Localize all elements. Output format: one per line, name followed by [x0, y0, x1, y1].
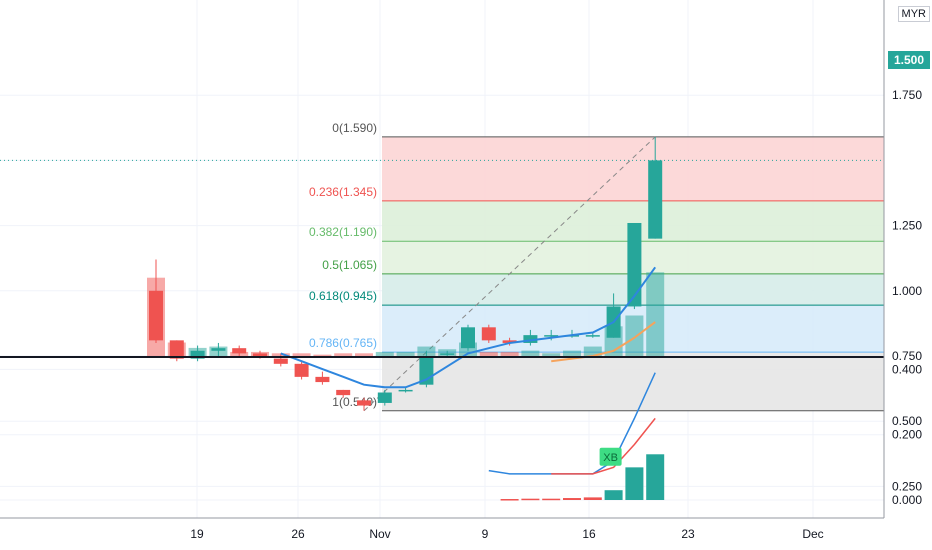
fib-level-label: 0.5(1.065) [322, 258, 377, 272]
osc-y-tick-label: 0.200 [892, 428, 922, 442]
osc-histogram-bar [646, 454, 665, 500]
xb-signal-badge [599, 447, 622, 466]
candle-down [232, 348, 247, 354]
volume-bar [563, 350, 581, 356]
osc-histogram-bar [563, 498, 581, 500]
osc-y-tick-label: 0.400 [892, 362, 922, 376]
volume-bar [500, 351, 519, 356]
volume-bar [375, 351, 394, 356]
volume-bar [292, 353, 311, 356]
candle-up [377, 392, 392, 403]
candle-down [294, 363, 309, 377]
fib-level-label: 0.786(0.765) [309, 336, 377, 350]
x-tick-label: Dec [802, 527, 823, 541]
candle-up [190, 350, 205, 359]
candles [149, 136, 663, 411]
x-tick-label: 16 [582, 527, 596, 541]
volume-bar [542, 353, 561, 356]
volume-bar [313, 354, 332, 356]
fast-ma-line [280, 266, 657, 389]
y-tick-label: 1.000 [892, 284, 922, 298]
volume-bar [334, 353, 353, 356]
fib-level-label: 0.382(1.190) [309, 225, 377, 239]
volume-bar [396, 351, 415, 356]
candle-up [648, 160, 663, 239]
x-tick-label: 26 [291, 527, 305, 541]
candle-up [585, 335, 600, 337]
volume-bar [355, 353, 373, 356]
osc-histogram-bar [500, 499, 519, 501]
volume-bar [646, 272, 665, 356]
candle-up [523, 335, 538, 343]
candle-down [315, 376, 330, 383]
fib-level-label: 0(1.590) [332, 121, 377, 135]
moving-averages [280, 266, 657, 389]
fib-level-label: 0.618(0.945) [309, 289, 377, 303]
candle-down [169, 340, 184, 359]
x-tick-label: Nov [369, 527, 390, 541]
candle-up [544, 335, 559, 337]
fib-zone [382, 352, 884, 411]
fibonacci-retracement[interactable]: 0(1.590) 0.236(1.345) 0.382(1.190) 0.5(1.06… [309, 121, 884, 412]
oscillator-pane: XB [488, 372, 665, 501]
x-tick-label: 9 [482, 527, 489, 541]
fib-zone [382, 136, 884, 201]
osc-histogram-bar [604, 490, 623, 500]
y-tick-label: 0.250 [892, 479, 922, 493]
volume-bar [479, 351, 498, 356]
y-tick-label: 0.750 [892, 349, 922, 363]
xb-signal-label: XB [603, 452, 618, 464]
last-price-tag: 1.500 [888, 51, 930, 69]
fib-level-label: 0.236(1.345) [309, 185, 377, 199]
volume-bar [625, 315, 644, 356]
candle-down [273, 358, 288, 364]
osc-slow-line [551, 417, 656, 475]
candle-down [149, 290, 163, 341]
candle-down [357, 400, 371, 406]
osc-y-tick-label: 0.000 [892, 493, 922, 507]
candle-down [253, 353, 267, 356]
x-tick-label: 23 [681, 527, 695, 541]
volume-bar [583, 346, 602, 356]
slow-ma-line [551, 321, 656, 363]
candle-up [461, 327, 475, 349]
candle-down [502, 340, 517, 343]
volume-bar [521, 350, 540, 356]
candle-down [481, 327, 496, 341]
x-tick-label: 19 [190, 527, 204, 541]
axes: 19 26 Nov 9 16 23 Dec 1.750 1.250 1.000 0.750 0.500… [0, 0, 922, 541]
osc-histogram-bar [625, 467, 644, 500]
candle-up [440, 353, 455, 355]
fib-trend-line [363, 136, 656, 412]
candle-up [627, 222, 642, 307]
y-tick-label: 1.750 [892, 88, 922, 102]
y-tick-label: 1.250 [892, 219, 922, 233]
candle-up [211, 348, 226, 351]
candle-up [398, 389, 413, 392]
currency-badge: MYR [897, 6, 930, 22]
osc-histogram-bar [521, 498, 540, 501]
osc-histogram-bar [542, 498, 561, 501]
osc-histogram-bar [583, 497, 602, 500]
candle-down [336, 389, 351, 396]
y-tick-label: 0.500 [892, 414, 922, 428]
